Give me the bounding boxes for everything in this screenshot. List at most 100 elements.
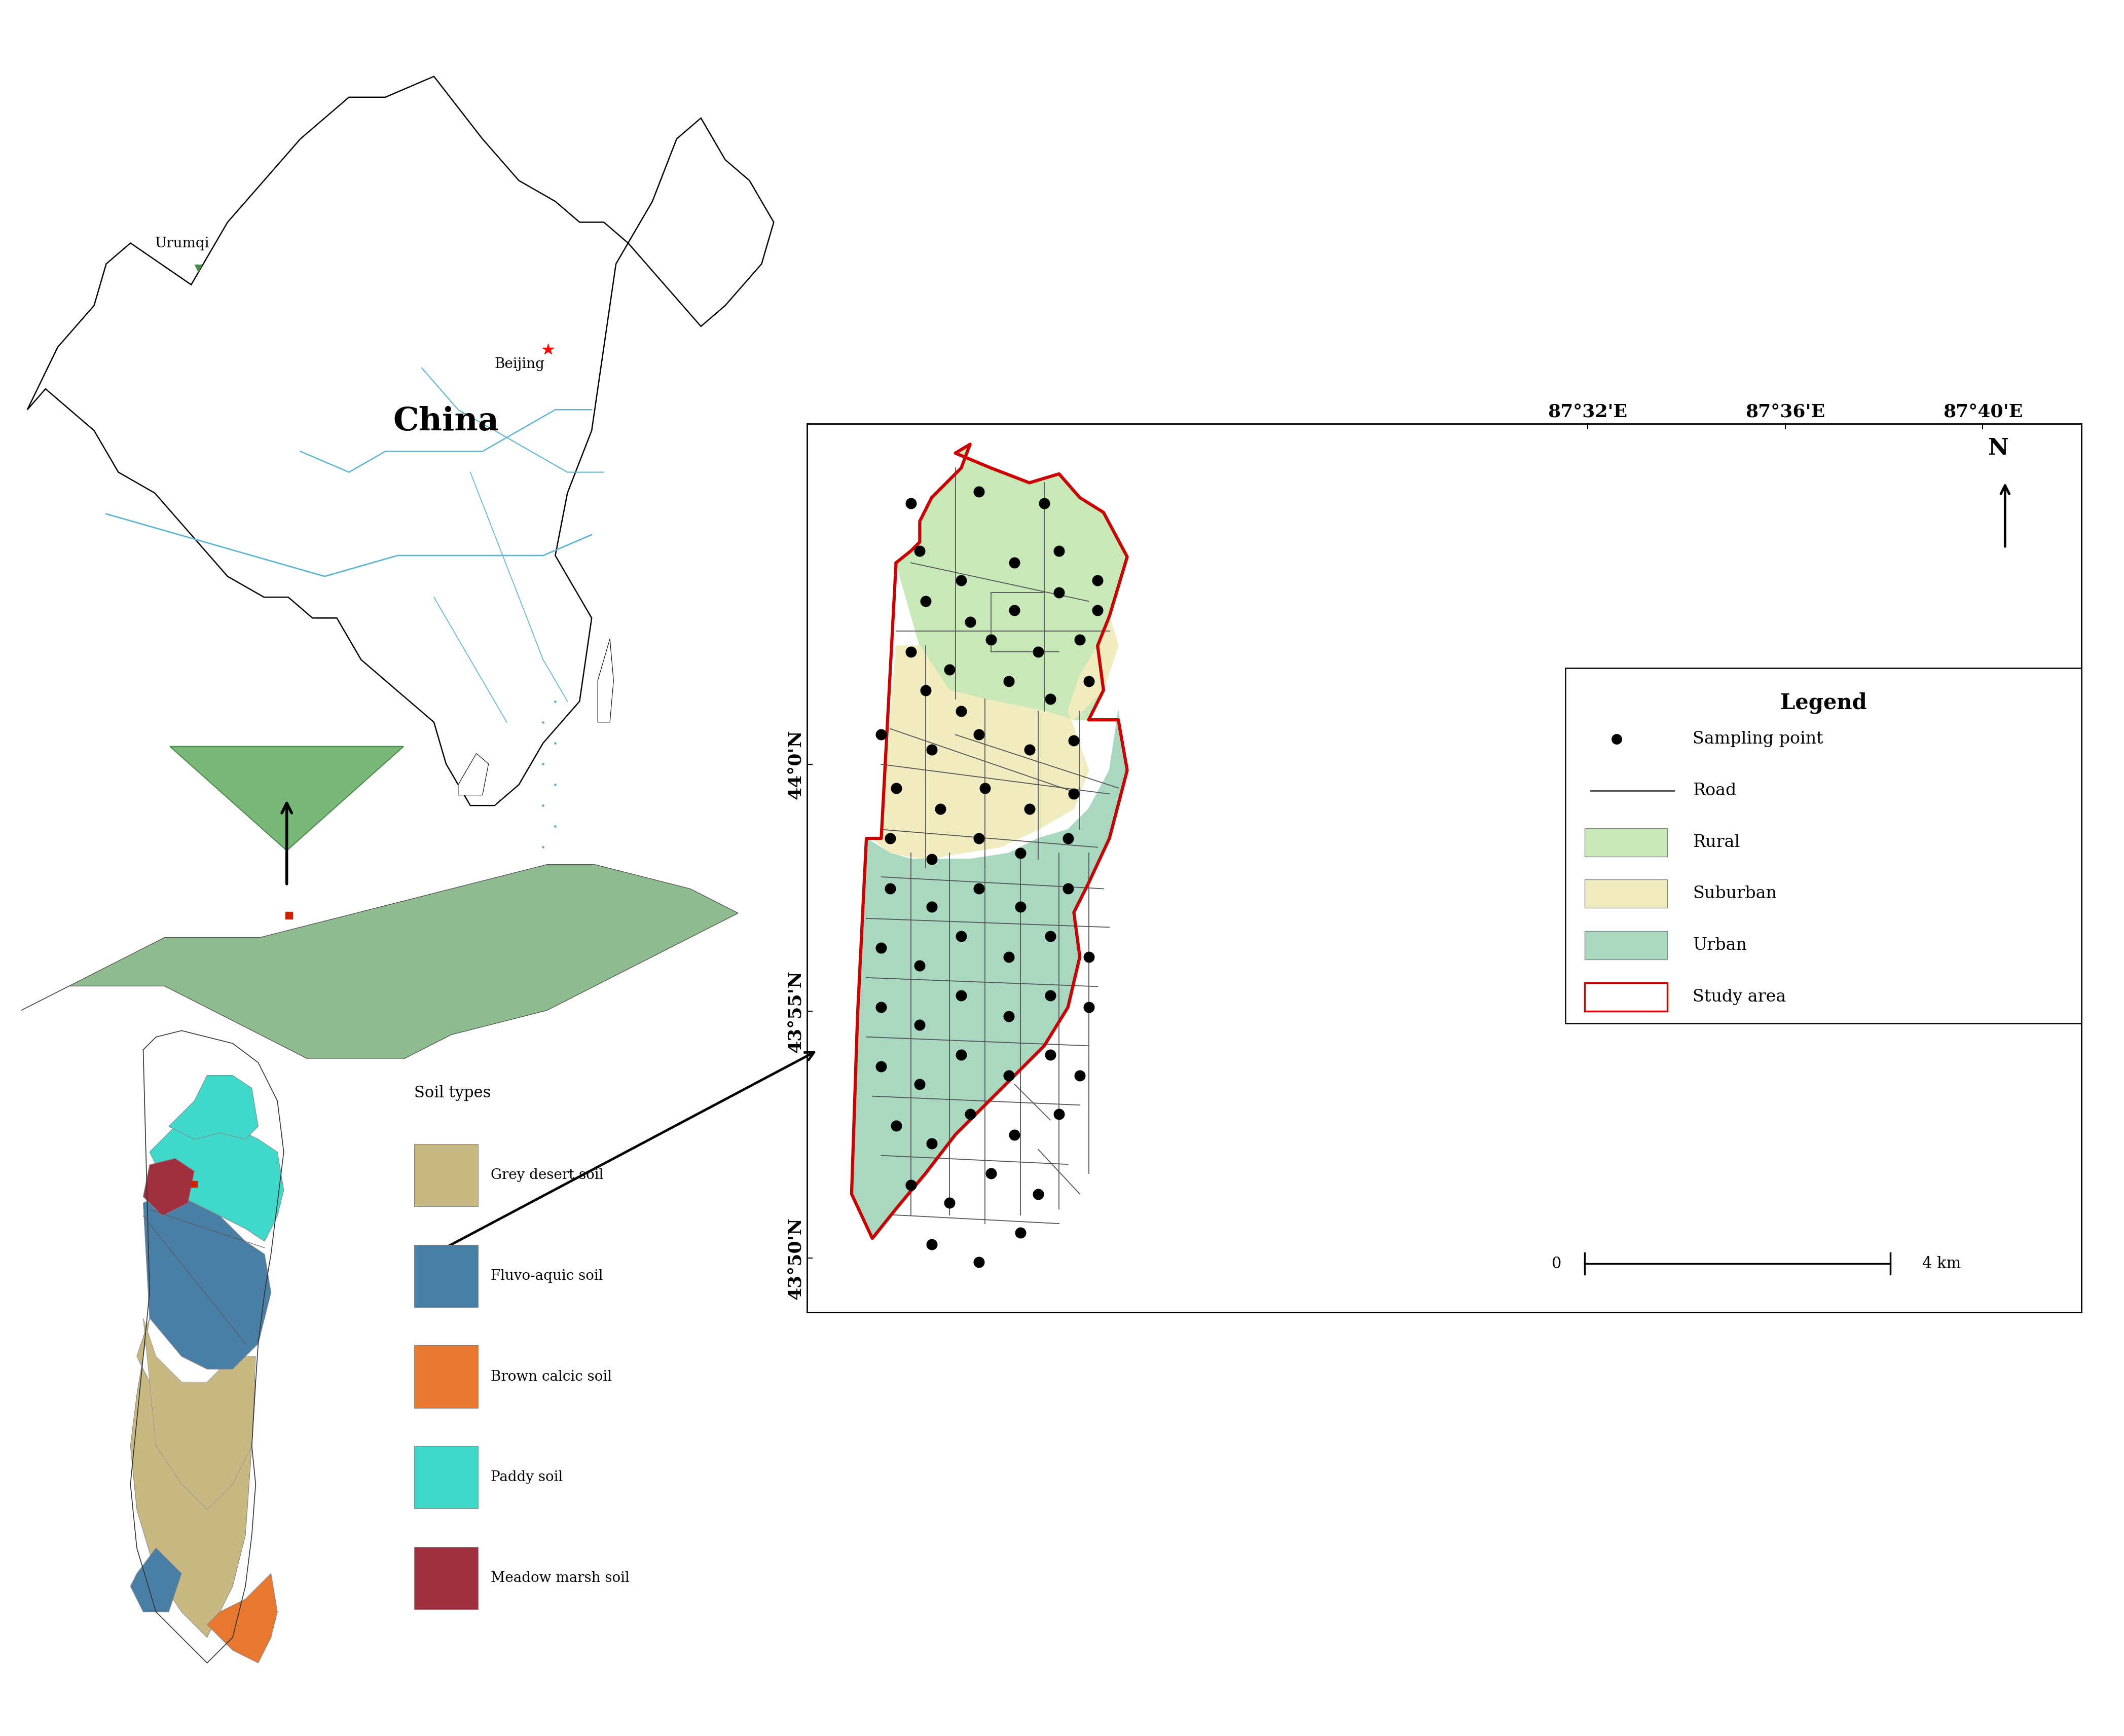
Point — [962, 825, 996, 852]
Polygon shape — [597, 639, 614, 722]
Point — [915, 1231, 949, 1259]
Point — [1043, 536, 1077, 564]
Bar — [1585, 828, 1667, 856]
Point — [1073, 943, 1107, 970]
Point — [954, 608, 988, 635]
Text: Legend: Legend — [1780, 693, 1867, 713]
Point — [992, 667, 1026, 694]
Text: Urumqi: Urumqi — [155, 236, 210, 250]
Point — [998, 1121, 1032, 1149]
Bar — [1585, 930, 1667, 960]
Text: Study area: Study area — [1693, 990, 1786, 1005]
Point — [1032, 686, 1066, 713]
Point — [998, 595, 1032, 623]
Polygon shape — [130, 1549, 181, 1611]
Point — [894, 490, 928, 517]
FancyBboxPatch shape — [1565, 668, 2082, 1024]
Point — [1051, 825, 1085, 852]
Text: Beijing: Beijing — [495, 358, 544, 372]
Point — [864, 1052, 898, 1080]
Text: 4 km: 4 km — [1922, 1255, 1960, 1271]
Point — [1043, 1101, 1077, 1128]
Text: Soil types: Soil types — [414, 1085, 491, 1101]
Polygon shape — [459, 753, 489, 795]
Point — [1028, 490, 1062, 517]
Point — [1013, 795, 1047, 823]
Point — [962, 1248, 996, 1276]
Polygon shape — [896, 444, 1128, 720]
Point — [864, 720, 898, 748]
Polygon shape — [142, 1191, 272, 1370]
Point — [932, 1189, 966, 1217]
Text: Suburban: Suburban — [1693, 885, 1778, 903]
Point — [1032, 981, 1066, 1009]
Point — [1073, 667, 1107, 694]
Point — [915, 892, 949, 920]
Point — [894, 637, 928, 665]
Point — [879, 1113, 913, 1141]
Point — [992, 943, 1026, 970]
Bar — [1585, 983, 1667, 1010]
Point — [1062, 627, 1096, 654]
Text: N: N — [1988, 437, 2009, 458]
Point — [945, 566, 979, 594]
Polygon shape — [873, 616, 1119, 859]
Text: Paddy soil: Paddy soil — [491, 1470, 563, 1484]
Polygon shape — [852, 712, 1128, 1238]
Point — [969, 774, 1003, 802]
Point — [954, 1101, 988, 1128]
Point — [903, 536, 937, 564]
Point — [924, 795, 958, 823]
Polygon shape — [21, 865, 737, 1059]
Point — [945, 1042, 979, 1069]
Point — [909, 587, 943, 615]
Text: Urban: Urban — [1693, 937, 1748, 953]
Point — [903, 951, 937, 979]
Point — [1013, 736, 1047, 764]
Point — [903, 1010, 937, 1038]
Point — [1032, 922, 1066, 950]
Point — [1081, 595, 1115, 623]
Point — [1032, 1042, 1066, 1069]
Point — [962, 720, 996, 748]
Point — [879, 774, 913, 802]
Point — [992, 1002, 1026, 1029]
Point — [1022, 637, 1056, 665]
Text: 0: 0 — [1551, 1255, 1561, 1271]
Text: China: China — [393, 406, 499, 437]
Point — [1003, 1219, 1037, 1246]
Point — [1081, 566, 1115, 594]
Point — [915, 736, 949, 764]
Point — [932, 656, 966, 684]
Point — [962, 875, 996, 903]
Point — [1003, 892, 1037, 920]
Point — [1058, 727, 1092, 755]
Point — [1073, 993, 1107, 1021]
Point — [945, 698, 979, 726]
Point — [873, 875, 907, 903]
Text: Rural: Rural — [1693, 833, 1740, 851]
Text: Road: Road — [1693, 783, 1737, 799]
Point — [864, 993, 898, 1021]
Bar — [414, 1245, 478, 1307]
Text: Meadow marsh soil: Meadow marsh soil — [491, 1571, 629, 1585]
Point — [992, 1061, 1026, 1088]
Polygon shape — [208, 1573, 278, 1663]
Point — [1022, 1180, 1056, 1208]
Point — [894, 1172, 928, 1200]
Point — [915, 845, 949, 873]
Point — [1051, 875, 1085, 903]
Point — [945, 981, 979, 1009]
Point — [915, 1130, 949, 1158]
Bar — [414, 1345, 478, 1408]
Polygon shape — [28, 76, 773, 806]
Text: Sampling point: Sampling point — [1693, 731, 1822, 746]
Bar — [414, 1144, 478, 1207]
Point — [975, 1160, 1009, 1187]
Polygon shape — [170, 746, 404, 851]
Point — [998, 549, 1032, 576]
Polygon shape — [130, 1318, 255, 1637]
Bar — [1585, 880, 1667, 908]
Polygon shape — [149, 1115, 285, 1241]
Point — [962, 477, 996, 505]
